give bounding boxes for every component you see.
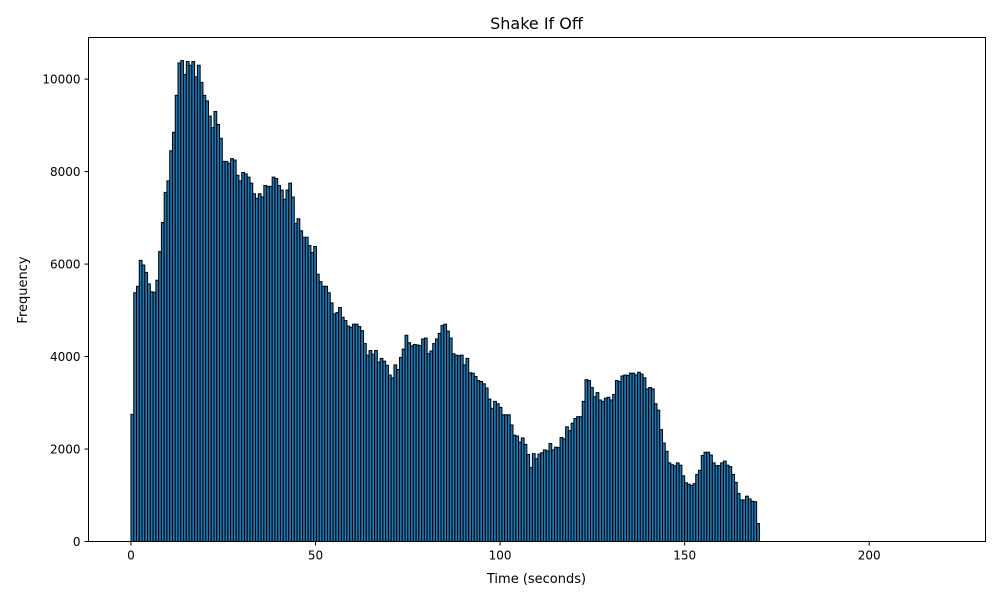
y-axis: 0 2000 4000 6000 8000 10000 (42, 73, 89, 549)
x-tick-label: 150 (673, 549, 696, 563)
plot-frame (88, 37, 986, 542)
x-axis: 0 50 100 150 200 (127, 541, 881, 563)
y-tick-label: 4000 (50, 350, 81, 364)
y-tick-label: 0 (73, 535, 81, 549)
x-tick-label: 0 (127, 549, 135, 563)
y-tick-label: 10000 (42, 73, 80, 87)
bars-group (130, 60, 760, 543)
y-tick-label: 6000 (50, 258, 81, 272)
x-tick-label: 200 (858, 549, 881, 563)
y-axis-label: Frequency (16, 256, 31, 323)
y-tick-label: 8000 (50, 165, 81, 179)
x-tick-label: 50 (308, 549, 323, 563)
chart-title: Shake If Off (490, 14, 584, 33)
x-axis-label: Time (seconds) (486, 572, 586, 587)
histogram-bar (756, 522, 760, 543)
x-tick-label: 100 (489, 549, 512, 563)
y-tick-label: 2000 (50, 443, 81, 457)
